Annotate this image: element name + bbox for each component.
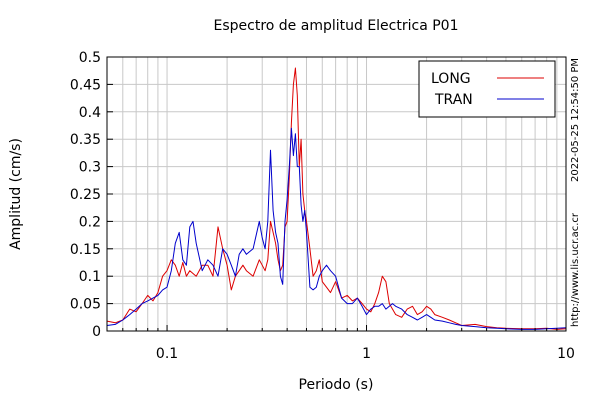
axis-ticks: 0 0.05 0.1 0.15 0.2 0.25 0.3 0.35 0.4 0.45 0.5 0.1 1… <box>70 50 575 362</box>
y-tick-label: 0.45 <box>70 77 101 93</box>
series-lines <box>106 67 567 330</box>
y-axis-label: Amplitud (cm/s) <box>8 138 24 250</box>
y-tick-label: 0.25 <box>70 187 101 203</box>
x-tick-label: 10 <box>557 346 575 362</box>
x-tick-label: 1 <box>362 346 371 362</box>
legend-box <box>418 60 556 118</box>
x-axis-label: Periodo (s) <box>299 377 374 393</box>
y-tick-label: 0.4 <box>79 105 101 121</box>
series-line-tran <box>106 127 567 330</box>
y-tick-label: 0 <box>92 324 101 340</box>
y-tick-label: 0.05 <box>70 297 101 313</box>
legend-label-long: LONG <box>431 71 471 87</box>
y-tick-label: 0.2 <box>79 214 101 230</box>
source-url-label: http://www.lis.ucr.ac.cr <box>570 212 581 327</box>
y-tick-label: 0.15 <box>70 242 101 258</box>
x-tick-label: 0.1 <box>156 346 178 362</box>
legend: LONG TRAN <box>418 60 556 118</box>
y-tick-label: 0.3 <box>79 160 101 176</box>
legend-label-tran: TRAN <box>434 92 473 108</box>
y-tick-label: 0.5 <box>79 50 101 66</box>
timestamp-label: 2022-05-25 12:54:50 PM <box>570 58 581 182</box>
y-tick-label: 0.35 <box>70 132 101 148</box>
y-tick-label: 0.1 <box>79 269 101 285</box>
series-line-long <box>106 67 567 330</box>
chart-title: Espectro de amplitud Electrica P01 <box>214 18 459 34</box>
